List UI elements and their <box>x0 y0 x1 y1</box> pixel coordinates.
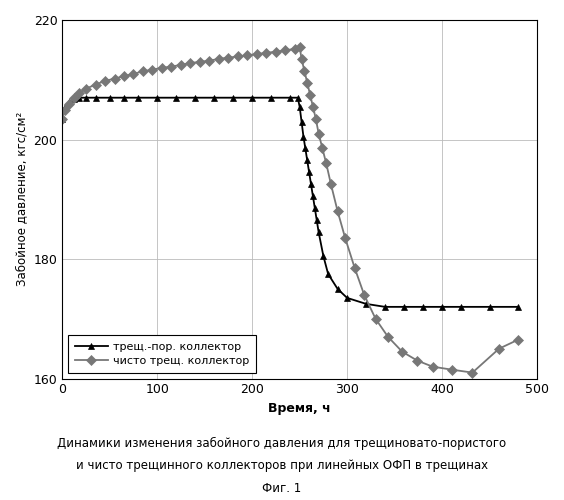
трещ.-пор. коллектор <box>211 94 218 100</box>
трещ.-пор. коллектор <box>514 304 521 310</box>
трещ.-пор. коллектор <box>325 271 332 277</box>
трещ.-пор. коллектор <box>121 94 127 100</box>
трещ.-пор. коллектор <box>334 286 341 292</box>
трещ.-пор. коллектор <box>65 100 72 105</box>
трещ.-пор. коллектор <box>382 304 389 310</box>
трещ.-пор. коллектор <box>268 94 275 100</box>
трещ.-пор. коллектор <box>92 94 99 100</box>
Text: Динамики изменения забойного давления для трещиноватo-пористого: Динамики изменения забойного давления дл… <box>58 437 506 450</box>
трещ.-пор. коллектор <box>420 304 426 310</box>
Line: чисто трещ. коллектор: чисто трещ. коллектор <box>59 44 522 376</box>
трещ.-пор. коллектор <box>173 94 179 100</box>
трещ.-пор. коллектор <box>107 94 113 100</box>
Text: и чисто трещинного коллекторов при линейных ОФП в трещинах: и чисто трещинного коллекторов при линей… <box>76 460 488 472</box>
чисто трещ. коллектор <box>76 90 83 96</box>
трещ.-пор. коллектор <box>61 104 68 110</box>
трещ.-пор. коллектор <box>363 301 369 307</box>
трещ.-пор. коллектор <box>400 304 407 310</box>
чисто трещ. коллектор <box>59 116 65 121</box>
чисто трещ. коллектор <box>296 44 303 50</box>
чисто трещ. коллектор <box>263 50 270 56</box>
трещ.-пор. коллектор <box>230 94 236 100</box>
трещ.-пор. коллектор <box>300 134 307 140</box>
Line: трещ.-пор. коллектор: трещ.-пор. коллектор <box>59 94 522 310</box>
чисто трещ. коллектор <box>307 92 314 98</box>
трещ.-пор. коллектор <box>314 217 320 223</box>
Y-axis label: Забойное давление, кгс/см²: Забойное давление, кгс/см² <box>15 112 28 286</box>
трещ.-пор. коллектор <box>298 118 305 124</box>
трещ.-пор. коллектор <box>343 295 350 301</box>
трещ.-пор. коллектор <box>83 94 90 100</box>
трещ.-пор. коллектор <box>287 94 293 100</box>
трещ.-пор. коллектор <box>457 304 464 310</box>
трещ.-пор. коллектор <box>315 229 322 235</box>
трещ.-пор. коллектор <box>154 94 161 100</box>
чисто трещ. коллектор <box>514 336 521 342</box>
трещ.-пор. коллектор <box>320 253 327 259</box>
чисто трещ. коллектор <box>312 116 319 121</box>
чисто трещ. коллектор <box>469 370 476 376</box>
трещ.-пор. коллектор <box>296 104 303 110</box>
трещ.-пор. коллектор <box>439 304 446 310</box>
трещ.-пор. коллектор <box>294 94 301 100</box>
трещ.-пор. коллектор <box>307 182 314 188</box>
трещ.-пор. коллектор <box>306 170 312 175</box>
трещ.-пор. коллектор <box>486 304 493 310</box>
чисто трещ. коллектор <box>206 58 213 64</box>
чисто трещ. коллектор <box>292 46 298 52</box>
трещ.-пор. коллектор <box>76 94 83 100</box>
Text: Фиг. 1: Фиг. 1 <box>262 482 302 495</box>
трещ.-пор. коллектор <box>192 94 199 100</box>
трещ.-пор. коллектор <box>302 146 309 152</box>
трещ.-пор. коллектор <box>135 94 142 100</box>
трещ.-пор. коллектор <box>70 96 77 102</box>
X-axis label: Время, ч: Время, ч <box>268 402 331 415</box>
трещ.-пор. коллектор <box>304 158 311 164</box>
Legend: трещ.-пор. коллектор, чисто трещ. коллектор: трещ.-пор. коллектор, чисто трещ. коллек… <box>68 335 256 373</box>
трещ.-пор. коллектор <box>249 94 255 100</box>
трещ.-пор. коллектор <box>310 194 316 200</box>
трещ.-пор. коллектор <box>311 206 318 212</box>
трещ.-пор. коллектор <box>59 116 65 121</box>
